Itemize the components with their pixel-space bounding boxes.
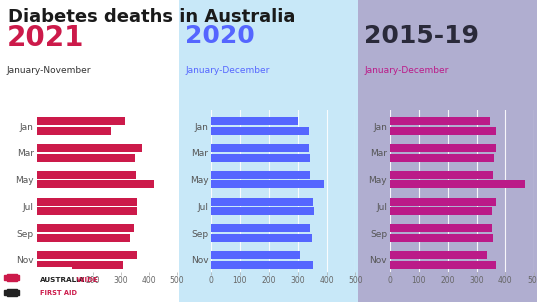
Bar <box>37 234 129 242</box>
Bar <box>211 224 310 232</box>
Bar <box>390 154 495 162</box>
Bar <box>211 234 311 242</box>
Bar <box>37 154 135 162</box>
Bar <box>390 198 496 206</box>
Text: January-November: January-November <box>6 66 91 76</box>
Bar <box>390 207 491 215</box>
Text: AUSTRALIA: AUSTRALIA <box>40 277 85 283</box>
Bar <box>37 181 154 188</box>
Text: 2021: 2021 <box>6 24 84 52</box>
Bar <box>37 127 111 135</box>
Bar <box>37 144 142 152</box>
Bar <box>211 181 324 188</box>
Bar <box>390 127 496 135</box>
Bar <box>4 290 19 295</box>
Bar <box>211 261 313 268</box>
Text: 2015-19: 2015-19 <box>364 24 479 48</box>
Text: 2020: 2020 <box>185 24 255 48</box>
Bar <box>390 144 496 152</box>
Bar <box>390 171 494 179</box>
Bar <box>390 224 491 232</box>
Text: Diabetes deaths in Australia: Diabetes deaths in Australia <box>8 8 295 26</box>
Text: WIDE: WIDE <box>64 277 98 283</box>
Bar <box>37 198 137 206</box>
Bar <box>37 207 137 215</box>
Bar <box>211 127 309 135</box>
Bar <box>211 251 300 259</box>
Bar <box>390 261 496 268</box>
Text: FIRST AID: FIRST AID <box>40 290 77 296</box>
Bar <box>37 224 134 232</box>
Bar <box>7 289 17 296</box>
Bar <box>390 181 525 188</box>
Bar <box>37 261 123 268</box>
Bar <box>211 198 313 206</box>
Bar <box>390 251 487 259</box>
Bar <box>211 117 297 125</box>
Bar <box>390 234 494 242</box>
Bar <box>7 274 17 281</box>
Bar <box>211 154 310 162</box>
Bar <box>4 275 19 280</box>
Text: January-December: January-December <box>185 66 270 76</box>
Bar <box>390 117 490 125</box>
Text: January-December: January-December <box>364 66 448 76</box>
Bar <box>37 251 137 259</box>
Bar <box>37 117 125 125</box>
Bar <box>211 144 309 152</box>
Bar <box>37 171 136 179</box>
Bar <box>211 171 310 179</box>
Bar <box>211 207 315 215</box>
